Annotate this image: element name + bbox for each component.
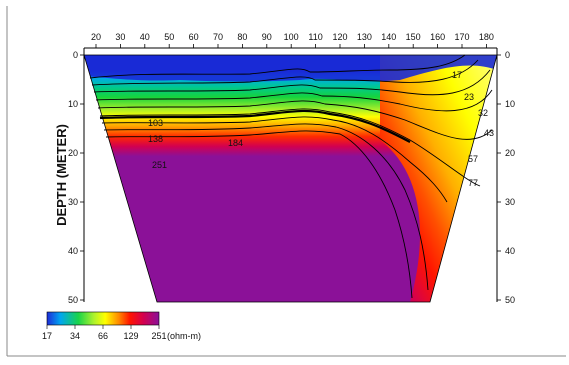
contour-label-251: 251 bbox=[152, 160, 167, 170]
x-tick-label: 50 bbox=[164, 32, 174, 42]
plot-axes bbox=[83, 47, 498, 302]
y-tick-label-left: 40 bbox=[68, 246, 78, 256]
color-scale-bar bbox=[46, 311, 160, 326]
y-tick-label-left: 30 bbox=[68, 197, 78, 207]
contour-label-43: 43 bbox=[484, 128, 494, 138]
color-scale: 17 34 66 129 251 (ohm-m) bbox=[42, 311, 201, 341]
contour-label-57: 57 bbox=[468, 154, 478, 164]
y-tick-label-right: 50 bbox=[505, 295, 515, 305]
x-tick-label: 40 bbox=[140, 32, 150, 42]
x-tick-label: 30 bbox=[115, 32, 125, 42]
x-tick-label: 130 bbox=[357, 32, 372, 42]
color-scale-unit: (ohm-m) bbox=[167, 331, 201, 341]
x-tick-label: 180 bbox=[479, 32, 494, 42]
contour-label-group: 17 23 32 43 57 77 103 138 184 251 bbox=[148, 70, 494, 188]
y-tick-label-right: 0 bbox=[505, 50, 510, 60]
x-tick-label: 100 bbox=[284, 32, 299, 42]
scale-tick-label: 251 bbox=[151, 331, 166, 341]
color-scale-ticks: 17 34 66 129 251 bbox=[42, 325, 167, 341]
scale-tick-label: 17 bbox=[42, 331, 52, 341]
x-tick-label: 60 bbox=[189, 32, 199, 42]
contour-label-184: 184 bbox=[228, 138, 243, 148]
x-tick-label: 160 bbox=[430, 32, 445, 42]
y-tick-label-right: 40 bbox=[505, 246, 515, 256]
scale-tick-label: 66 bbox=[98, 331, 108, 341]
y-axis-label: DEPTH (METER) bbox=[54, 124, 69, 226]
y-axis-ticks-left: 0 10 20 30 40 50 bbox=[68, 50, 84, 305]
x-tick-label: 80 bbox=[237, 32, 247, 42]
x-tick-label: 20 bbox=[91, 32, 101, 42]
y-tick-label-right: 30 bbox=[505, 197, 515, 207]
contour-label-32: 32 bbox=[478, 108, 488, 118]
y-tick-label-right: 10 bbox=[505, 99, 515, 109]
bold-contour-line bbox=[99, 109, 411, 143]
x-tick-label: 120 bbox=[332, 32, 347, 42]
contour-label-23: 23 bbox=[464, 92, 474, 102]
resistivity-fill bbox=[84, 55, 497, 302]
contour-lines bbox=[89, 54, 493, 299]
x-tick-label: 170 bbox=[454, 32, 469, 42]
contour-label-17: 17 bbox=[452, 70, 462, 80]
y-axis-ticks-right: 0 10 20 30 40 50 bbox=[497, 50, 515, 305]
x-tick-label: 140 bbox=[381, 32, 396, 42]
scale-tick-label: 34 bbox=[70, 331, 80, 341]
contour-label-77: 77 bbox=[468, 178, 478, 188]
x-tick-label: 110 bbox=[308, 32, 322, 42]
x-tick-label: 90 bbox=[262, 32, 272, 42]
contour-label-138: 138 bbox=[148, 134, 163, 144]
x-tick-label: 70 bbox=[213, 32, 223, 42]
y-tick-label-right: 20 bbox=[505, 148, 515, 158]
contour-label-103: 103 bbox=[148, 118, 163, 128]
x-axis-ticks: 20 30 40 50 60 70 80 90 100 110 120 130 140 150 160 170… bbox=[91, 32, 494, 48]
y-tick-label-left: 20 bbox=[68, 148, 78, 158]
y-tick-label-left: 0 bbox=[73, 50, 78, 60]
y-tick-label-left: 50 bbox=[68, 295, 78, 305]
y-tick-label-left: 10 bbox=[68, 99, 78, 109]
x-tick-label: 150 bbox=[406, 32, 421, 42]
scale-tick-label: 129 bbox=[123, 331, 138, 341]
